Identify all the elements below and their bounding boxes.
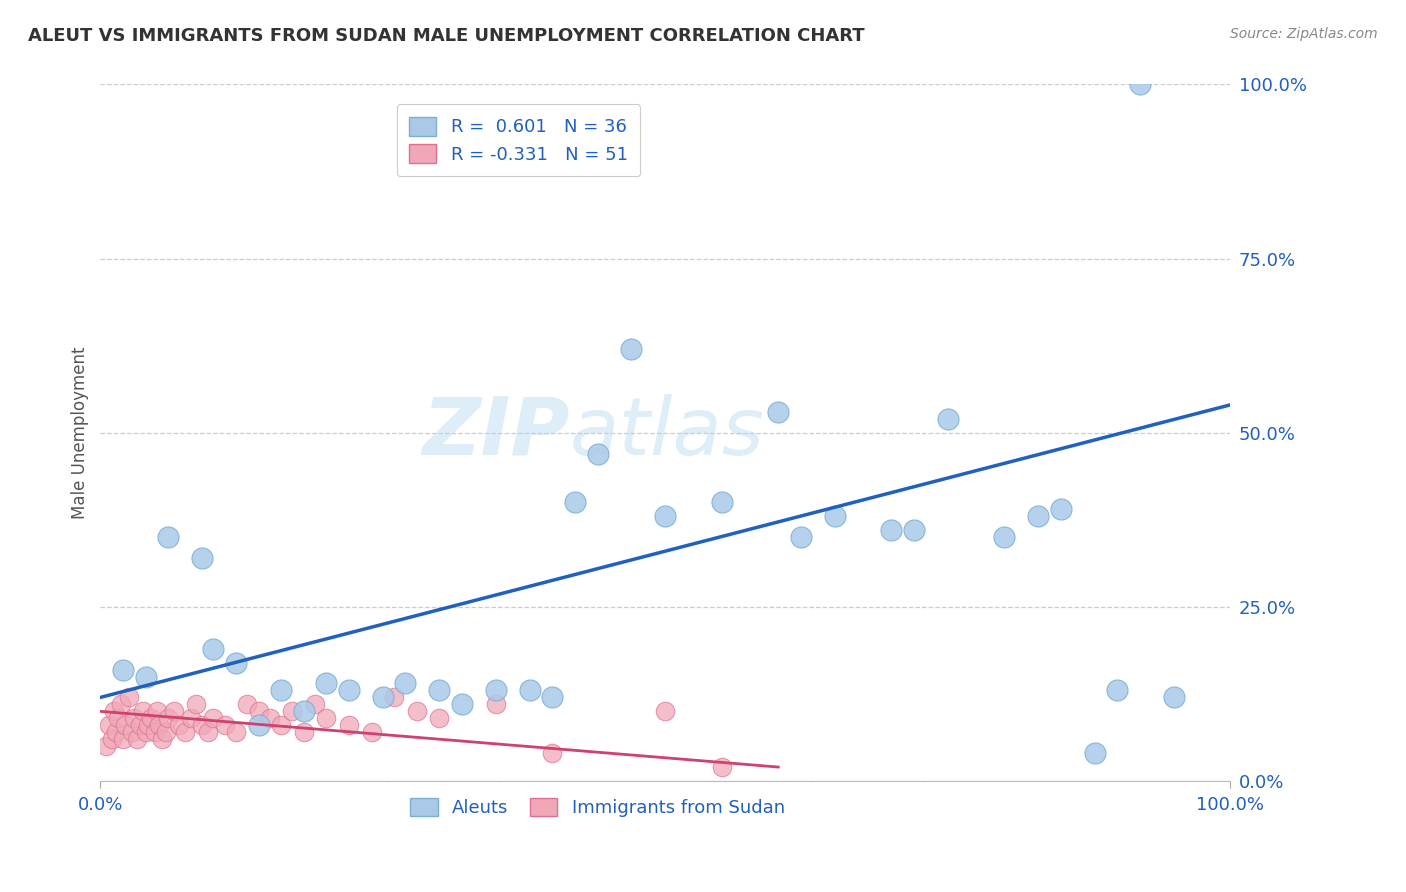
Point	[337, 683, 360, 698]
Point	[202, 711, 225, 725]
Point	[236, 698, 259, 712]
Point	[405, 704, 427, 718]
Point	[98, 718, 121, 732]
Point	[129, 718, 152, 732]
Point	[564, 495, 586, 509]
Point	[620, 342, 643, 356]
Point	[180, 711, 202, 725]
Point	[191, 718, 214, 732]
Text: ALEUT VS IMMIGRANTS FROM SUDAN MALE UNEMPLOYMENT CORRELATION CHART: ALEUT VS IMMIGRANTS FROM SUDAN MALE UNEM…	[28, 27, 865, 45]
Point	[122, 711, 145, 725]
Point	[114, 718, 136, 732]
Point	[485, 698, 508, 712]
Point	[315, 711, 337, 725]
Point	[125, 732, 148, 747]
Point	[132, 704, 155, 718]
Point	[117, 690, 139, 705]
Point	[214, 718, 236, 732]
Point	[451, 698, 474, 712]
Point	[427, 711, 450, 725]
Point	[790, 530, 813, 544]
Point	[111, 732, 134, 747]
Point	[163, 704, 186, 718]
Point	[824, 509, 846, 524]
Point	[155, 725, 177, 739]
Text: ZIP: ZIP	[422, 393, 569, 472]
Point	[1107, 683, 1129, 698]
Point	[148, 718, 170, 732]
Point	[485, 683, 508, 698]
Point	[337, 718, 360, 732]
Point	[136, 718, 159, 732]
Point	[191, 551, 214, 566]
Point	[225, 656, 247, 670]
Point	[135, 725, 157, 739]
Point	[654, 704, 676, 718]
Point	[202, 641, 225, 656]
Point	[1049, 502, 1071, 516]
Point	[903, 523, 925, 537]
Point	[110, 698, 132, 712]
Point	[710, 760, 733, 774]
Point	[880, 523, 903, 537]
Point	[121, 725, 143, 739]
Point	[152, 732, 174, 747]
Point	[169, 718, 191, 732]
Point	[270, 718, 292, 732]
Point	[993, 530, 1015, 544]
Point	[1026, 509, 1049, 524]
Y-axis label: Male Unemployment: Male Unemployment	[72, 346, 89, 519]
Text: Source: ZipAtlas.com: Source: ZipAtlas.com	[1230, 27, 1378, 41]
Point	[146, 704, 169, 718]
Point	[111, 663, 134, 677]
Point	[519, 683, 541, 698]
Point	[292, 704, 315, 718]
Point	[1129, 78, 1152, 92]
Point	[360, 725, 382, 739]
Point	[710, 495, 733, 509]
Point	[186, 698, 208, 712]
Point	[225, 725, 247, 739]
Point	[541, 690, 564, 705]
Point	[270, 683, 292, 698]
Point	[157, 711, 180, 725]
Point	[100, 732, 122, 747]
Point	[103, 704, 125, 718]
Point	[259, 711, 281, 725]
Point	[143, 725, 166, 739]
Legend: Aleuts, Immigrants from Sudan: Aleuts, Immigrants from Sudan	[404, 790, 792, 824]
Point	[281, 704, 304, 718]
Point	[1084, 746, 1107, 760]
Point	[141, 711, 163, 725]
Point	[247, 704, 270, 718]
Point	[371, 690, 394, 705]
Point	[105, 725, 128, 739]
Point	[541, 746, 564, 760]
Point	[586, 447, 609, 461]
Point	[135, 669, 157, 683]
Point	[157, 530, 180, 544]
Text: atlas: atlas	[569, 393, 763, 472]
Point	[936, 411, 959, 425]
Point	[197, 725, 219, 739]
Point	[174, 725, 197, 739]
Point	[107, 711, 129, 725]
Point	[304, 698, 326, 712]
Point	[427, 683, 450, 698]
Point	[394, 676, 416, 690]
Point	[768, 405, 790, 419]
Point	[292, 725, 315, 739]
Point	[382, 690, 405, 705]
Point	[654, 509, 676, 524]
Point	[94, 739, 117, 754]
Point	[315, 676, 337, 690]
Point	[1163, 690, 1185, 705]
Point	[247, 718, 270, 732]
